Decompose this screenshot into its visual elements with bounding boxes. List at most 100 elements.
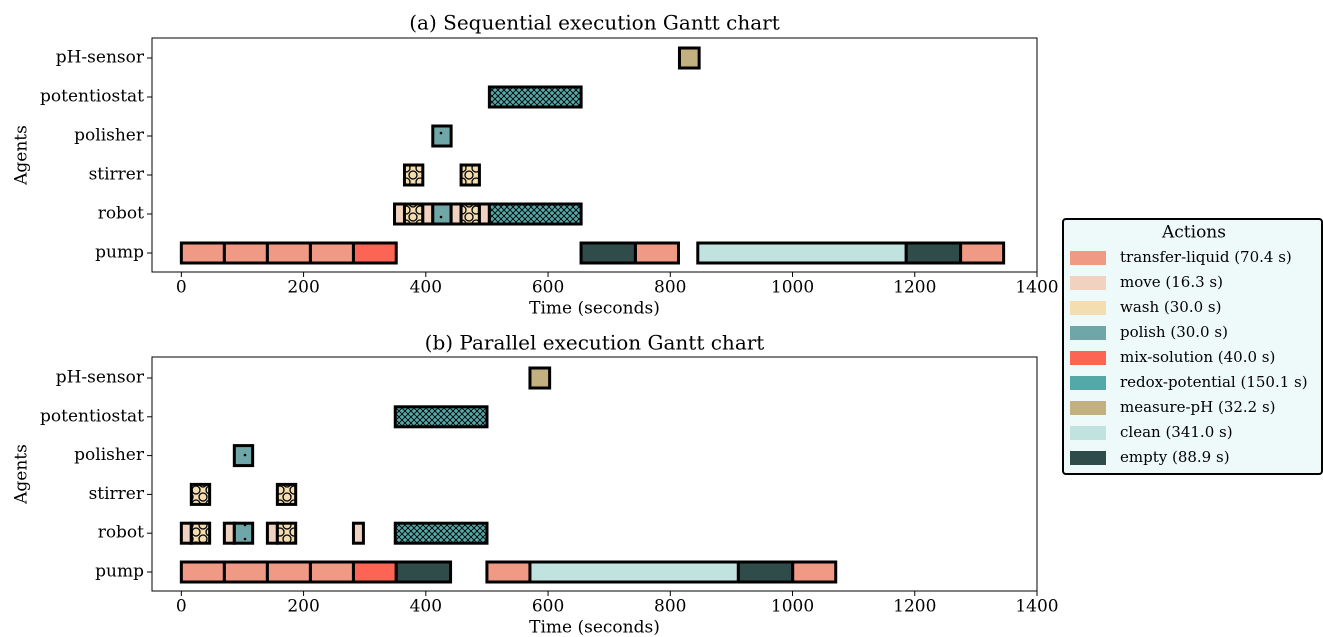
- task-fill: [224, 562, 268, 582]
- y-tick-label: polisher: [74, 126, 145, 146]
- task-hatch: [277, 523, 296, 544]
- x-axis-label: Time (seconds): [529, 618, 660, 637]
- task-hatch: [395, 523, 487, 544]
- task-hatch: [234, 445, 253, 466]
- task-bar: [677, 46, 701, 70]
- task-fill: [181, 562, 225, 582]
- task-bar: [431, 124, 453, 148]
- task-fill: [422, 204, 433, 224]
- y-tick-label: robot: [98, 523, 144, 543]
- y-tick-label: potentiostat: [40, 87, 144, 107]
- x-tick-label: 800: [654, 278, 686, 298]
- task-edge: [791, 560, 838, 584]
- task-hatch: [489, 87, 582, 107]
- task-fill: [267, 243, 311, 263]
- task-hatch: [489, 204, 582, 224]
- x-tick-label: 200: [287, 278, 319, 298]
- task-edge: [189, 521, 212, 545]
- task-fill: [353, 523, 364, 544]
- task-fill: [181, 243, 225, 263]
- task-bar: [265, 560, 312, 584]
- task-bar: [189, 521, 212, 545]
- task-edge: [393, 521, 489, 545]
- legend-label: transfer-liquid (70.4 s): [1120, 248, 1292, 266]
- task-fill: [529, 368, 550, 388]
- y-tick-label: pump: [95, 243, 144, 263]
- x-tick-label: 0: [176, 597, 187, 617]
- task-hatch: [432, 204, 452, 224]
- task-hatch: [432, 126, 452, 146]
- y-tick-label: robot: [98, 204, 144, 224]
- task-fill: [635, 243, 679, 263]
- task-hatch: [404, 204, 423, 224]
- task-fill: [679, 48, 700, 68]
- task-edge: [351, 521, 365, 545]
- y-tick-label: pump: [95, 562, 144, 582]
- y-tick-label: stirrer: [89, 484, 145, 504]
- x-tick-label: 400: [410, 278, 442, 298]
- task-bar: [579, 241, 637, 265]
- task-hatch: [461, 204, 480, 224]
- task-bar: [308, 241, 355, 265]
- task-bar: [351, 241, 398, 265]
- task-fill: [224, 523, 235, 544]
- task-hatch: [191, 484, 210, 505]
- task-bar: [402, 202, 425, 226]
- task-edge: [394, 560, 453, 584]
- x-tick-label: 600: [532, 597, 564, 617]
- task-fill: [181, 523, 192, 544]
- task-fill: [310, 562, 354, 582]
- x-tick-label: 1400: [1015, 597, 1058, 617]
- task-fill: [310, 243, 354, 263]
- task-edge: [275, 482, 298, 506]
- task-fill: [394, 204, 405, 224]
- task-fill: [267, 523, 278, 544]
- y-axis-label: Agents: [12, 444, 32, 505]
- legend-label: wash (30.0 s): [1120, 298, 1221, 316]
- task-edge: [393, 405, 489, 429]
- task-bar: [459, 163, 481, 187]
- task-bar: [351, 521, 365, 545]
- task-bar: [904, 241, 963, 265]
- task-fill: [738, 562, 793, 582]
- task-fill: [267, 562, 311, 582]
- task-fill: [697, 243, 907, 263]
- task-bar: [791, 560, 838, 584]
- x-tick-label: 200: [287, 597, 319, 617]
- task-hatch: [404, 165, 423, 185]
- legend-swatch: [1070, 251, 1106, 265]
- task-bar: [633, 241, 680, 265]
- x-tick-label: 1000: [771, 278, 814, 298]
- task-fill: [529, 562, 739, 582]
- task-bar: [487, 85, 583, 109]
- task-edge: [959, 241, 1006, 265]
- x-tick-label: 1400: [1015, 278, 1058, 298]
- task-edge: [402, 163, 425, 187]
- legend-label: clean (341.0 s): [1120, 423, 1233, 441]
- legend-label: polish (30.0 s): [1120, 323, 1228, 341]
- legend-swatch: [1070, 326, 1106, 340]
- task-edge: [487, 202, 583, 226]
- task-fill: [960, 243, 1004, 263]
- legend-label: mix-solution (40.0 s): [1120, 348, 1275, 366]
- task-bar: [487, 202, 583, 226]
- x-tick-label: 1200: [893, 278, 936, 298]
- legend-box: [1062, 218, 1323, 475]
- y-tick-label: pH-sensor: [56, 48, 145, 68]
- x-tick-label: 1200: [893, 597, 936, 617]
- y-axis-label: Agents: [12, 125, 32, 186]
- task-bar: [696, 241, 908, 265]
- task-edge: [459, 163, 481, 187]
- task-bar: [222, 560, 269, 584]
- task-bar: [431, 202, 453, 226]
- task-bar: [485, 560, 532, 584]
- legend-label: move (16.3 s): [1120, 273, 1223, 291]
- x-tick-label: 0: [176, 278, 187, 298]
- task-bar: [528, 560, 740, 584]
- task-bar: [222, 241, 269, 265]
- y-tick-label: potentiostat: [40, 406, 144, 426]
- task-fill: [396, 562, 451, 582]
- x-axis-label: Time (seconds): [529, 299, 660, 319]
- task-bar: [179, 241, 226, 265]
- legend-swatch: [1070, 276, 1106, 290]
